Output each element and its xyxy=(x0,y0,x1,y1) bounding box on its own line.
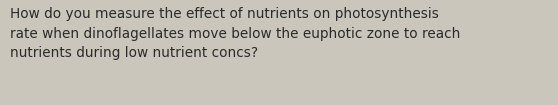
Text: How do you measure the effect of nutrients on photosynthesis
rate when dinoflage: How do you measure the effect of nutrien… xyxy=(10,7,460,60)
